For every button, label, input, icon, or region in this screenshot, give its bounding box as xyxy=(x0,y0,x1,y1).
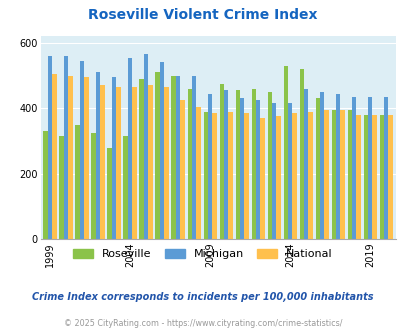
Bar xyxy=(340,110,344,239)
Bar xyxy=(91,133,96,239)
Bar xyxy=(100,85,104,239)
Bar xyxy=(144,54,148,239)
Bar xyxy=(335,94,340,239)
Bar xyxy=(324,110,328,239)
Bar xyxy=(171,76,175,239)
Bar xyxy=(228,112,232,239)
Bar xyxy=(148,85,153,239)
Bar xyxy=(160,62,164,239)
Bar xyxy=(319,92,324,239)
Bar xyxy=(48,56,52,239)
Bar xyxy=(180,100,185,239)
Bar xyxy=(132,87,136,239)
Bar xyxy=(235,90,239,239)
Bar xyxy=(271,103,276,239)
Bar xyxy=(212,113,216,239)
Text: Crime Index corresponds to incidents per 100,000 inhabitants: Crime Index corresponds to incidents per… xyxy=(32,292,373,302)
Bar xyxy=(331,110,335,239)
Bar xyxy=(75,125,80,239)
Bar xyxy=(276,116,280,239)
Bar xyxy=(96,72,100,239)
Bar xyxy=(43,131,48,239)
Bar xyxy=(356,115,360,239)
Bar xyxy=(308,112,312,239)
Bar xyxy=(207,94,212,239)
Bar xyxy=(60,136,64,239)
Bar xyxy=(107,148,112,239)
Bar xyxy=(292,113,296,239)
Bar xyxy=(244,113,248,239)
Bar xyxy=(299,69,303,239)
Bar xyxy=(112,77,116,239)
Bar xyxy=(128,57,132,239)
Bar xyxy=(164,87,168,239)
Bar xyxy=(287,103,292,239)
Bar xyxy=(196,107,200,239)
Bar xyxy=(139,79,144,239)
Bar xyxy=(371,115,376,239)
Bar xyxy=(379,115,383,239)
Bar xyxy=(351,97,356,239)
Bar xyxy=(367,97,371,239)
Bar xyxy=(84,77,89,239)
Bar xyxy=(68,76,73,239)
Legend: Roseville, Michigan, National: Roseville, Michigan, National xyxy=(68,244,337,263)
Bar xyxy=(52,74,57,239)
Bar xyxy=(80,61,84,239)
Bar xyxy=(251,89,256,239)
Text: Roseville Violent Crime Index: Roseville Violent Crime Index xyxy=(88,8,317,22)
Bar xyxy=(116,87,121,239)
Bar xyxy=(219,84,224,239)
Bar xyxy=(388,115,392,239)
Bar xyxy=(123,136,128,239)
Bar xyxy=(64,56,68,239)
Bar xyxy=(283,66,287,239)
Bar xyxy=(256,100,260,239)
Bar xyxy=(203,112,207,239)
Bar xyxy=(224,90,228,239)
Bar xyxy=(260,118,264,239)
Bar xyxy=(239,98,244,239)
Bar xyxy=(267,92,271,239)
Bar xyxy=(303,89,308,239)
Bar xyxy=(175,76,180,239)
Bar xyxy=(315,98,319,239)
Bar xyxy=(187,89,192,239)
Text: © 2025 CityRating.com - https://www.cityrating.com/crime-statistics/: © 2025 CityRating.com - https://www.city… xyxy=(64,319,341,328)
Bar xyxy=(362,115,367,239)
Bar xyxy=(383,97,388,239)
Bar xyxy=(192,76,196,239)
Bar xyxy=(155,72,160,239)
Bar xyxy=(347,110,351,239)
